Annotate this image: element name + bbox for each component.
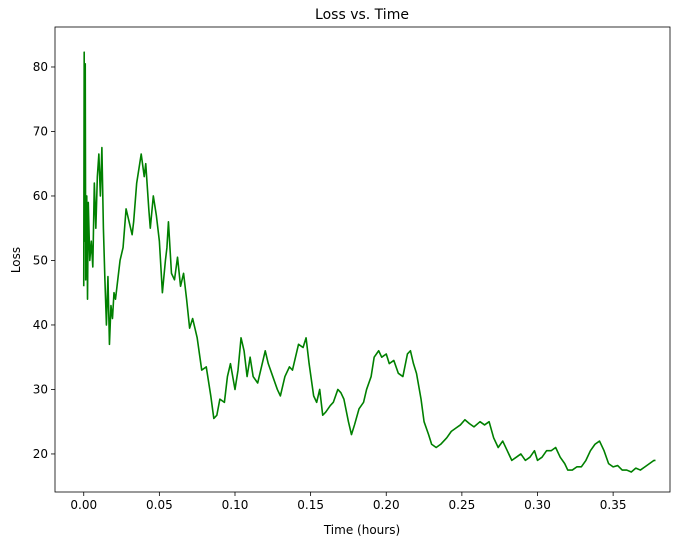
x-axis-label: Time (hours) (323, 523, 400, 537)
x-tick-label: 0.00 (70, 498, 97, 512)
x-tick-label: 0.15 (297, 498, 324, 512)
y-tick-label: 20 (33, 447, 48, 461)
y-tick-label: 30 (33, 382, 48, 396)
y-tick-label: 40 (33, 318, 48, 332)
x-tick-label: 0.05 (146, 498, 173, 512)
chart-title: Loss vs. Time (315, 7, 409, 23)
x-tick-label: 0.30 (524, 498, 551, 512)
x-tick-label: 0.35 (600, 498, 627, 512)
loss-line (82, 51, 656, 473)
plot-frame (54, 26, 671, 493)
x-tick-label: 0.20 (373, 498, 400, 512)
y-axis-label: Loss (9, 247, 23, 273)
y-tick-label: 60 (33, 189, 48, 203)
y-tick-label: 80 (33, 60, 48, 74)
x-tick-label: 0.10 (222, 498, 249, 512)
y-tick-label: 70 (33, 124, 48, 138)
x-tick-label: 0.25 (449, 498, 476, 512)
y-tick-label: 50 (33, 253, 48, 267)
